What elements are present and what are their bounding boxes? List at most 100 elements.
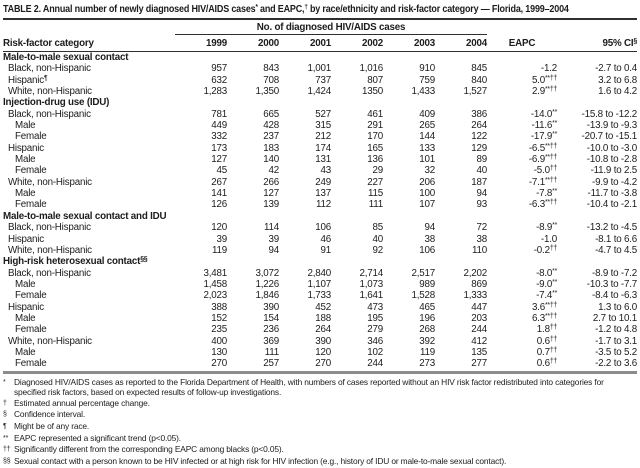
footnote-marker: **†† (544, 74, 558, 82)
cell-2000: 843 (263, 63, 279, 75)
table-row: Male 141 127 137 115 100 94 -7.8** -11.7 to -3.8 (3, 188, 637, 199)
footnote-marker: §§ (140, 256, 148, 264)
cell-eapc: -11.6** (531, 120, 558, 132)
table-bottom-rule (3, 371, 637, 374)
cell-2004: 277 (471, 358, 488, 370)
cell-2003: 32 (424, 165, 436, 177)
cell-ci: 1.6 to 4.2 (598, 86, 638, 98)
footnote-symbol: ** (3, 434, 9, 442)
cell-2003: 989 (419, 278, 435, 290)
footnote-marker: †† (549, 165, 558, 173)
cell-2004: 110 (471, 244, 488, 256)
cell-2003: 1,433 (411, 86, 435, 98)
cell-2001: 270 (315, 358, 331, 370)
table-row: Male 449 428 315 291 265 264 -11.6** -13.9 to -9… (3, 120, 637, 131)
cell-ci: -13.2 to -4.5 (586, 222, 638, 234)
cell-2002: 473 (367, 301, 383, 313)
cell-2001: 46 (320, 233, 332, 245)
cell-2001: 120 (315, 346, 331, 358)
col-header-eapc: EAPC (487, 35, 558, 52)
cell-2001: 1,001 (307, 63, 331, 75)
table-row: Female 270 257 270 244 273 277 0.6†† -2.2 to 3.6 (3, 358, 637, 369)
cell-2001: 1,424 (307, 86, 331, 98)
cell-1999: 130 (211, 346, 227, 358)
row-label: Male (15, 346, 36, 358)
cell-eapc: 5.0**†† (531, 74, 558, 86)
cell-2001: 2,840 (307, 267, 331, 279)
footnote-marker: ** (552, 120, 558, 128)
cell-eapc: -1.2 (540, 63, 558, 75)
ci-footnote-marker: § (633, 38, 638, 45)
cell-2003: 392 (419, 335, 435, 347)
cell-eapc: -14.0** (530, 108, 558, 120)
cell-ci: 1.3 to 6.0 (598, 301, 638, 313)
cell-1999: 45 (216, 165, 228, 177)
cell-eapc: -8.0** (536, 267, 558, 279)
cell-2000: 140 (263, 154, 279, 166)
cell-2000: 237 (263, 131, 279, 143)
spanner-spacer-ci (557, 20, 637, 35)
cell-1999: 3,481 (203, 267, 227, 279)
cell-ci: -8.9 to -7.2 (592, 267, 638, 279)
cell-2004: 386 (471, 108, 488, 120)
footnote-marker: **†† (544, 142, 558, 150)
footnote-marker: †† (549, 324, 558, 332)
col-header-2004: 2004 (435, 35, 487, 52)
row-label: Male (15, 154, 36, 166)
cell-2001: 527 (315, 108, 331, 120)
section-header-row: Male-to-male sexual contact (3, 52, 637, 64)
table-row: White, non-Hispanic 267 266 249 227 206 187 -7.… (3, 177, 637, 188)
section-label: Injection-drug use (IDU) (3, 97, 110, 109)
hiv-aids-cases-table: No. of diagnosed HIV/AIDS cases Risk-fac… (3, 20, 637, 370)
section-label: High-risk heterosexual contact§§ (3, 256, 148, 268)
footnote-marker: ** (552, 131, 558, 139)
cell-eapc: -5.0†† (533, 165, 558, 177)
row-label: Hispanic (8, 142, 44, 154)
table-row: White, non-Hispanic 1,283 1,350 1,424 1350 1,… (3, 86, 637, 97)
cell-2004: 264 (471, 120, 488, 132)
footnote-marker: ** (552, 222, 558, 230)
cell-2000: 428 (263, 120, 279, 132)
spanner-label: No. of diagnosed HIV/AIDS cases (175, 22, 488, 35)
footnote-marker: **†† (544, 199, 558, 207)
cell-ci: -8.1 to 6.6 (595, 233, 638, 245)
cell-1999: 388 (211, 301, 227, 313)
cell-2003: 107 (419, 199, 435, 211)
footnotes: * Diagnosed HIV/AIDS cases as reported to… (3, 377, 637, 468)
cell-2002: 40 (372, 233, 384, 245)
cell-2000: 154 (263, 312, 279, 324)
spanner-row: No. of diagnosed HIV/AIDS cases (3, 20, 637, 35)
cell-2004: 135 (471, 346, 488, 358)
cell-2003: 465 (419, 301, 435, 313)
table-row: Female 332 237 212 170 144 122 -17.9** -20.7 to … (3, 131, 637, 142)
cell-1999: 270 (211, 358, 227, 370)
cell-2001: 1,107 (307, 278, 331, 290)
cell-2002: 85 (372, 222, 384, 234)
cell-2002: 136 (367, 154, 383, 166)
row-label: Female (15, 199, 47, 211)
column-header-row: Risk-factor category 1999 2000 2001 2002… (3, 35, 637, 52)
cell-2002: 1,016 (359, 63, 383, 75)
cell-2002: 291 (367, 120, 383, 132)
footnote: * Diagnosed HIV/AIDS cases as reported to… (3, 377, 637, 398)
cell-2000: 390 (263, 301, 279, 313)
row-label: Female (15, 324, 47, 336)
cell-2001: 188 (315, 312, 331, 324)
footnote-symbol: †† (3, 446, 11, 454)
cell-2004: 93 (476, 199, 488, 211)
cell-2000: 111 (264, 346, 279, 358)
footnote-marker: ** (552, 108, 558, 116)
cell-eapc: -6.5**†† (528, 142, 558, 154)
col-header-2003: 2003 (383, 35, 435, 52)
cell-2000: 3,072 (255, 267, 279, 279)
cell-ci: 2.7 to 10.1 (592, 312, 638, 324)
cell-2001: 112 (315, 199, 331, 211)
cell-1999: 235 (211, 324, 227, 336)
footnote: §§ Sexual contact with a person known to … (3, 456, 637, 468)
cell-2003: 133 (419, 142, 435, 154)
cell-ci: -8.4 to -6.3 (592, 290, 638, 302)
cell-2000: 236 (263, 324, 279, 336)
cell-eapc: -0.2†† (533, 244, 558, 256)
cell-1999: 1,458 (203, 278, 227, 290)
table-row: Hispanic 39 39 46 40 38 38 -1.0 -8.1 to 6.6 (3, 234, 637, 245)
